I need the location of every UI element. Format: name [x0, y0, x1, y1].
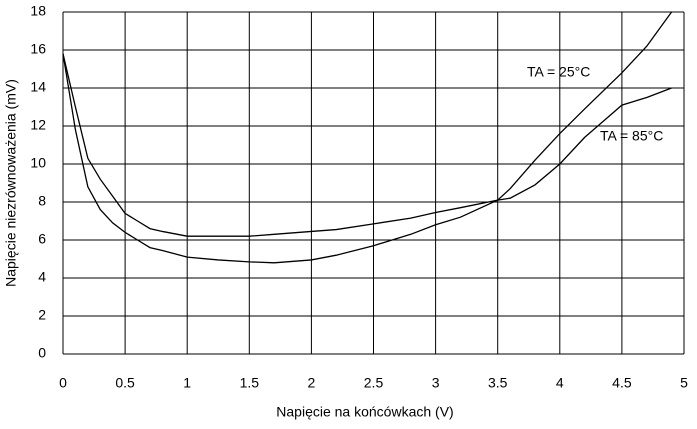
x-tick-label: 1 [183, 375, 191, 391]
y-tick-label: 4 [38, 269, 46, 285]
x-tick-label: 4 [556, 375, 564, 391]
series-line [62, 11, 673, 264]
x-tick-label: 3 [432, 375, 440, 391]
series-label: TA = 25°C [527, 64, 590, 80]
x-tick-label: 4.5 [612, 375, 632, 391]
x-tick-label: 0 [59, 375, 67, 391]
y-tick-label: 12 [30, 117, 46, 133]
y-axis-label: Napięcie niezrównoważenia (mV) [3, 79, 19, 287]
x-axis-label: Napięcie na końcówkach (V) [276, 404, 453, 420]
y-tick-label: 10 [30, 155, 46, 171]
y-tick-label: 0 [38, 345, 46, 361]
series-line [62, 53, 672, 237]
x-tick-label: 2 [308, 375, 316, 391]
x-tick-label: 1.5 [240, 375, 260, 391]
series-label: TA = 85°C [600, 128, 663, 144]
y-tick-label: 18 [30, 3, 46, 19]
x-tick-label: 2.5 [364, 375, 384, 391]
x-tick-label: 5 [680, 375, 688, 391]
y-tick-label: 6 [38, 231, 46, 247]
x-tick-label: 0.5 [115, 375, 135, 391]
x-tick-label: 3.5 [488, 375, 508, 391]
y-tick-label: 2 [38, 307, 46, 323]
y-tick-label: 16 [30, 41, 46, 57]
y-tick-label: 14 [30, 79, 46, 95]
y-tick-label: 8 [38, 193, 46, 209]
